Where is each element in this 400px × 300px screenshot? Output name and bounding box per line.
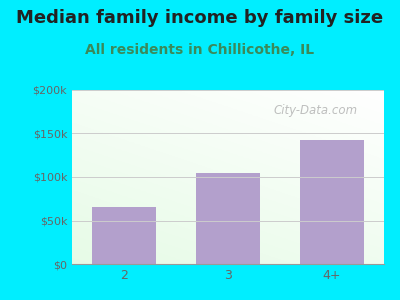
Text: All residents in Chillicothe, IL: All residents in Chillicothe, IL	[86, 44, 314, 58]
Bar	[196, 172, 260, 264]
Bar	[300, 140, 364, 264]
Text: Median family income by family size: Median family income by family size	[16, 9, 384, 27]
Bar	[92, 208, 156, 264]
Text: City-Data.com: City-Data.com	[273, 104, 358, 117]
